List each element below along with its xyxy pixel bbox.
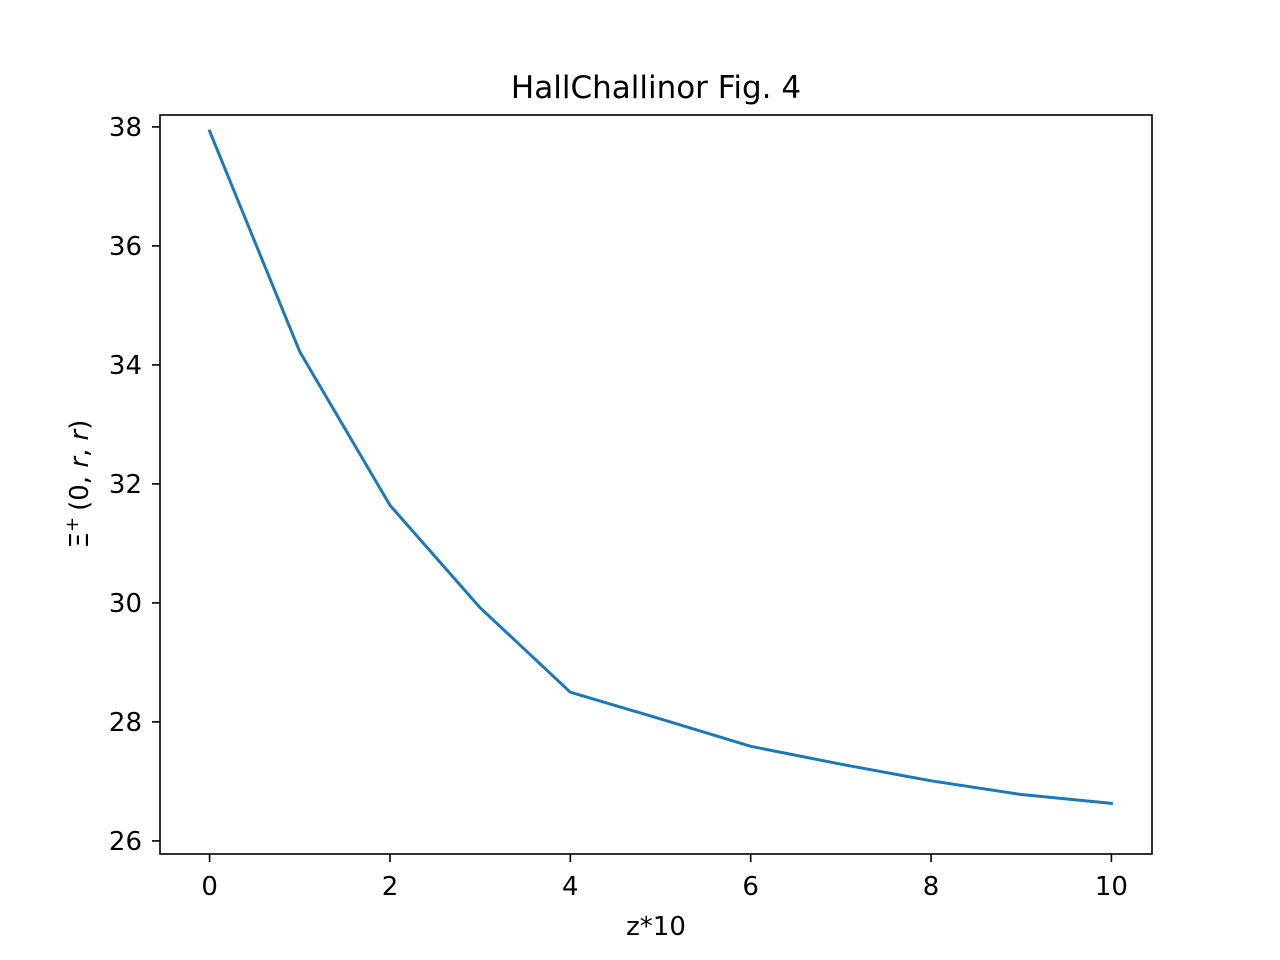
x-axis-ticks: 0 2 4 6 8 10 [201,854,1128,902]
y-axis-title: Ξ+ (0, r, r) [62,420,95,549]
y-axis-title-var-1: r [65,455,95,468]
y-axis-title-var-2: r [65,427,95,440]
y-axis-title-superscript: + [62,517,83,532]
y-tick-label: 36 [109,232,142,262]
x-tick-label: 10 [1095,872,1128,902]
x-tick-label: 2 [382,872,399,902]
y-tick-label: 26 [109,827,142,857]
x-tick-label: 6 [742,872,759,902]
y-tick-label: 34 [109,351,142,381]
y-tick-label: 32 [109,470,142,500]
x-tick-label: 0 [201,872,218,902]
x-tick-label: 4 [562,872,579,902]
y-axis-title-close: ) [65,420,95,430]
y-axis-title-sep: , [65,440,95,457]
y-axis-title-open: (0, [65,468,95,511]
y-tick-label: 28 [109,708,142,738]
y-axis-ticks: 26 28 30 32 34 36 38 [109,113,160,857]
x-tick-label: 8 [923,872,940,902]
series-line [207,129,1114,806]
plot-frame [159,114,1153,855]
y-tick-label: 38 [109,113,142,143]
x-axis-title: z*10 [626,912,686,942]
y-tick-label: 30 [109,589,142,619]
plot-background [160,115,1152,854]
chart-title: HallChallinor Fig. 4 [511,70,801,106]
y-axis-title-symbol: Ξ [65,532,95,548]
